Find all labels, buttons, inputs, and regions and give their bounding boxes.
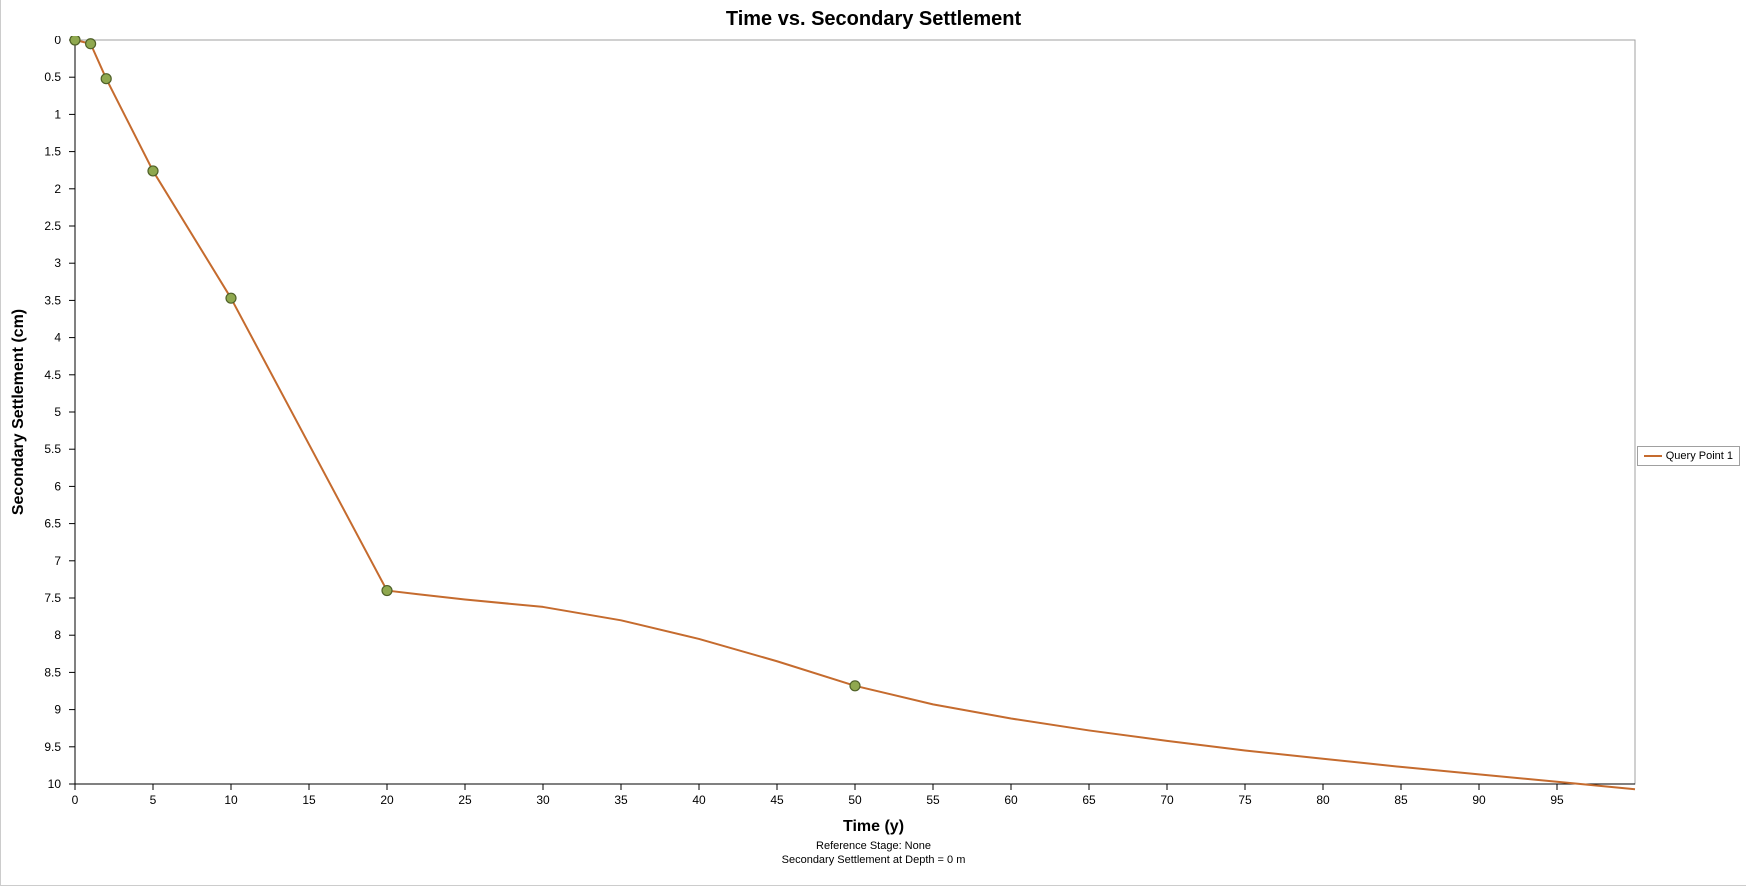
- x-tick-label: 95: [1550, 793, 1564, 807]
- y-tick-label: 3.5: [44, 293, 61, 307]
- x-tick-label: 25: [458, 793, 472, 807]
- x-tick-label: 0: [72, 793, 79, 807]
- plot-area: 0 0.5 1 1.5 2 2.5 3 3.5 4 4.5 5 5.5 6 6.5 7 7.5 8 8.5 9 9.5…: [29, 36, 1639, 812]
- chart-container: Time vs. Secondary Settlement Secondary …: [0, 0, 1746, 886]
- y-tick-label: 5: [54, 405, 61, 419]
- y-tick-label: 6: [54, 479, 61, 493]
- x-tick-label: 60: [1004, 793, 1018, 807]
- x-tick-label: 80: [1316, 793, 1330, 807]
- y-tick-label: 4.5: [44, 368, 61, 382]
- x-tick-label: 70: [1160, 793, 1174, 807]
- x-tick-label: 45: [770, 793, 784, 807]
- legend-line-icon: [1644, 455, 1662, 457]
- chart-title: Time vs. Secondary Settlement: [1, 8, 1746, 31]
- y-axis-title: Secondary Settlement (cm): [10, 309, 28, 515]
- x-tick-label: 15: [302, 793, 316, 807]
- y-tick-label: 0.5: [44, 70, 61, 84]
- y-tick-label: 7: [54, 554, 61, 568]
- y-tick-label: 2.5: [44, 219, 61, 233]
- series-marker: [382, 586, 392, 596]
- y-tick-label: 10: [48, 777, 62, 791]
- y-tick-label: 9.5: [44, 740, 61, 754]
- y-tick-label: 4: [54, 331, 61, 345]
- y-tick-label: 6.5: [44, 517, 61, 531]
- y-tick-label: 9: [54, 703, 61, 717]
- x-tick-label: 10: [224, 793, 238, 807]
- series-marker: [226, 293, 236, 303]
- x-tick-label: 65: [1082, 793, 1096, 807]
- legend-label: Query Point 1: [1666, 450, 1733, 462]
- x-tick-label: 75: [1238, 793, 1252, 807]
- y-tick-label: 5.5: [44, 442, 61, 456]
- y-tick-label: 3: [54, 256, 61, 270]
- x-tick-label: 5: [150, 793, 157, 807]
- x-axis-title: Time (y): [1, 818, 1746, 836]
- y-tick-label: 7.5: [44, 591, 61, 605]
- y-tick-label: 1.5: [44, 145, 61, 159]
- subtitle-depth: Secondary Settlement at Depth = 0 m: [1, 854, 1746, 866]
- x-tick-label: 90: [1472, 793, 1486, 807]
- y-tick-label: 1: [54, 107, 61, 121]
- x-tick-label: 35: [614, 793, 628, 807]
- series-marker: [101, 74, 111, 84]
- y-tick-label: 2: [54, 182, 61, 196]
- x-tick-label: 40: [692, 793, 706, 807]
- x-tick-label: 50: [848, 793, 862, 807]
- x-tick-label: 20: [380, 793, 394, 807]
- series-marker: [86, 39, 96, 49]
- legend: Query Point 1: [1637, 446, 1740, 466]
- x-tick-label: 30: [536, 793, 550, 807]
- subtitle-reference-stage: Reference Stage: None: [1, 840, 1746, 852]
- series-marker: [850, 681, 860, 691]
- series-marker: [148, 166, 158, 176]
- y-tick-label: 0: [54, 36, 61, 47]
- x-tick-label: 55: [926, 793, 940, 807]
- y-tick-label: 8.5: [44, 665, 61, 679]
- y-tick-label: 8: [54, 628, 61, 642]
- x-tick-label: 85: [1394, 793, 1408, 807]
- series-marker: [70, 36, 80, 45]
